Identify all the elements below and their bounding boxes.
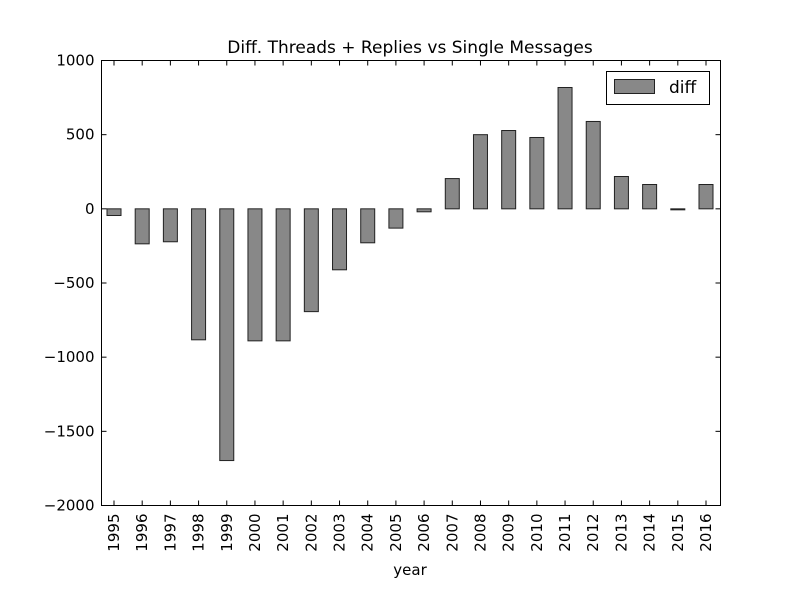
x-tick-label: 2008 [471, 514, 489, 552]
y-tick-label: −1500 [44, 422, 95, 440]
bar-2002 [303, 208, 319, 313]
bar-2007 [444, 178, 460, 210]
bar-2003 [332, 208, 348, 271]
x-tick-label: 1999 [218, 514, 236, 552]
legend-swatch [614, 79, 655, 94]
y-tick-label: −2000 [44, 497, 95, 515]
legend: diff [606, 71, 710, 105]
y-axis: 1000 500 0 −500 −1000 −1500 −2000 [44, 52, 721, 515]
bar-2000 [247, 208, 263, 342]
y-tick-label: 500 [66, 126, 95, 144]
y-tick-label: −500 [53, 274, 94, 292]
x-tick-label: 2003 [331, 514, 349, 552]
bar-2006 [416, 208, 432, 213]
bar-2005 [388, 208, 404, 229]
bar-1998 [191, 208, 207, 341]
x-tick-label: 2004 [359, 514, 377, 552]
bar-2016 [698, 184, 714, 210]
bar-2011 [557, 86, 573, 210]
bar-1995 [106, 208, 122, 217]
x-tick-label: 1996 [133, 514, 151, 552]
bar-2010 [529, 136, 545, 210]
x-tick-label: 2009 [500, 514, 518, 552]
bar-2013 [613, 175, 629, 210]
bar-1999 [219, 208, 235, 462]
bar-2009 [501, 130, 517, 210]
y-tick-label: 1000 [56, 52, 94, 70]
bar-2012 [585, 120, 601, 210]
x-axis-label: year [393, 561, 427, 579]
x-tick-label: 1998 [190, 514, 208, 552]
x-tick-label: 2005 [387, 514, 405, 552]
x-tick-label: 2007 [443, 514, 461, 552]
bar-2015 [670, 208, 686, 211]
x-tick-label: 2013 [612, 514, 630, 552]
x-tick-label: 2012 [584, 514, 602, 552]
x-tick-label: 2010 [528, 514, 546, 552]
y-tick-label: −1000 [44, 348, 95, 366]
x-tick-label: 2000 [246, 514, 264, 552]
bar-2004 [360, 208, 376, 244]
x-tick-label: 2006 [415, 514, 433, 552]
x-tick-label: 2011 [556, 514, 574, 552]
chart-title: Diff. Threads + Replies vs Single Messag… [227, 38, 593, 58]
x-tick-label: 2001 [274, 514, 292, 552]
x-tick-label: 2014 [641, 514, 659, 552]
x-tick-label: 2002 [302, 514, 320, 552]
bar-1997 [162, 208, 178, 243]
x-axis: 1995 1996 1997 1998 1999 2000 2001 2002 2003 2004… [105, 60, 715, 552]
bar-2014 [642, 184, 658, 210]
x-tick-label: 2015 [669, 514, 687, 552]
y-tick-label: 0 [85, 200, 95, 218]
x-tick-label: 1997 [161, 514, 179, 552]
bar-2001 [275, 208, 291, 342]
bar-1996 [134, 208, 150, 245]
bars [106, 86, 714, 462]
x-tick-label: 2016 [697, 514, 715, 552]
x-tick-label: 1995 [105, 514, 123, 552]
legend-label-diff: diff [669, 78, 698, 98]
bar-2008 [472, 134, 488, 210]
